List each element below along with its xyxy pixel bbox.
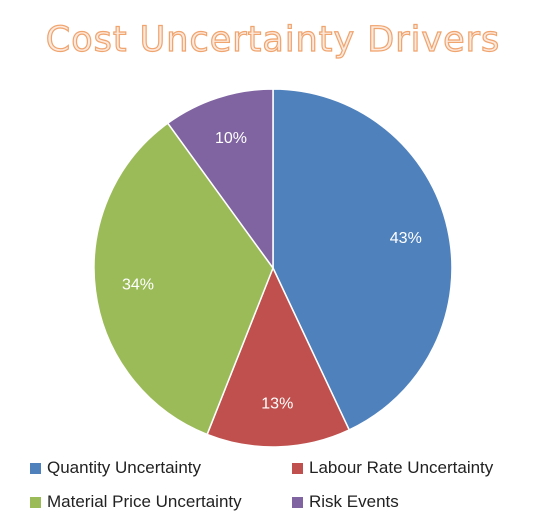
pie-slice-quantity-uncertainty [272, 88, 453, 431]
legend-label: Material Price Uncertainty [47, 492, 242, 511]
data-label-risk-events: 10% [215, 130, 247, 147]
pie-slice-material-price-uncertainty [93, 122, 274, 436]
legend-item-risk-events: Risk Events [292, 490, 530, 514]
chart-legend: Quantity Uncertainty Labour Rate Uncerta… [30, 456, 530, 514]
legend-item-quantity-uncertainty: Quantity Uncertainty [30, 456, 292, 480]
pie-slices [93, 88, 453, 448]
legend-item-material-price-uncertainty: Material Price Uncertainty [30, 490, 292, 514]
pie-slice-labour-rate-uncertainty [206, 267, 350, 448]
pie-data-labels: 43% 13% 34% 10% [122, 130, 422, 412]
chart-title: Cost Uncertainty Drivers [45, 19, 501, 60]
legend-label: Labour Rate Uncertainty [309, 458, 494, 477]
legend-swatch [292, 496, 303, 508]
data-label-material-price-uncertainty: 34% [122, 277, 154, 294]
legend-label: Risk Events [309, 492, 399, 511]
legend-swatch [30, 462, 41, 474]
legend-item-labour-rate-uncertainty: Labour Rate Uncertainty [292, 456, 530, 480]
data-label-labour-rate-uncertainty: 13% [261, 396, 293, 413]
legend-swatch [292, 462, 303, 474]
legend-swatch [30, 496, 41, 508]
pie-slice-risk-events [167, 88, 274, 269]
legend-label: Quantity Uncertainty [47, 458, 202, 477]
data-label-quantity-uncertainty: 43% [390, 230, 422, 247]
